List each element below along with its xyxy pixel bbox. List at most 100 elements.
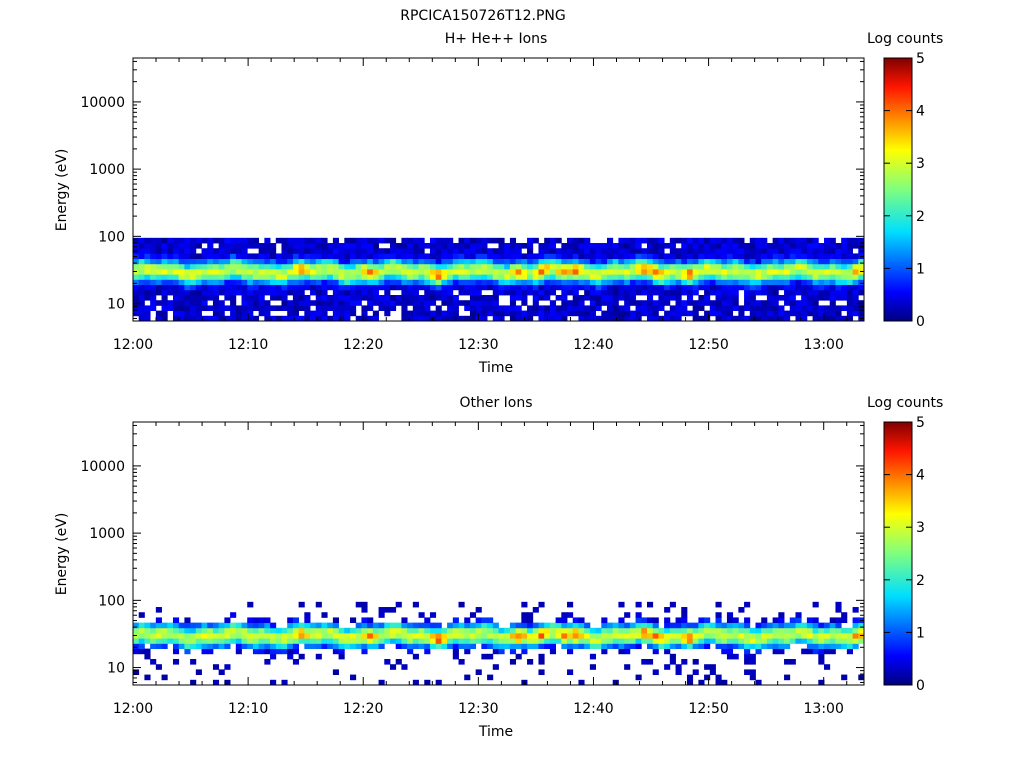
heatmap-cell [350, 300, 357, 306]
heatmap-cell [675, 622, 682, 629]
heatmap-cell [327, 638, 334, 644]
heatmap-cell [795, 310, 802, 317]
heatmap-cell [458, 315, 465, 322]
heatmap-cell [212, 289, 220, 296]
heatmap-cell [315, 653, 322, 660]
heatmap-cell [527, 305, 534, 312]
heatmap-cell [778, 248, 785, 254]
heatmap-cell [429, 310, 437, 317]
heatmap-cell [589, 638, 596, 644]
heatmap-cell [646, 627, 654, 634]
heatmap-cell [207, 237, 214, 244]
heatmap-cell [504, 274, 511, 280]
heatmap-cell [532, 310, 539, 317]
heatmap-cell [641, 289, 648, 296]
heatmap-cell [218, 305, 225, 312]
heatmap-cell [549, 253, 557, 260]
heatmap-cell [806, 295, 813, 301]
heatmap-cell [355, 248, 362, 254]
heatmap-cell [384, 638, 391, 644]
heatmap-cell [595, 627, 602, 634]
heatmap-cell [435, 253, 442, 260]
heatmap-cell [532, 305, 539, 312]
heatmap-cell [715, 633, 722, 639]
heatmap-cell [681, 237, 688, 244]
heatmap-cell [755, 622, 762, 629]
heatmap-cell [704, 295, 711, 301]
heatmap-cell [806, 300, 813, 306]
heatmap-cell [429, 279, 437, 286]
heatmap-cell [327, 315, 334, 322]
heatmap-cell [549, 274, 557, 280]
heatmap-cell [772, 274, 779, 280]
heatmap-cell [270, 253, 277, 260]
heatmap-cell [235, 279, 242, 286]
heatmap-cell [172, 627, 180, 634]
heatmap-cell [492, 258, 499, 265]
heatmap-cell [264, 248, 271, 254]
heatmap-cell [738, 633, 745, 639]
heatmap-cell [675, 664, 682, 670]
heatmap-cell [561, 243, 568, 249]
heatmap-cell [681, 258, 688, 265]
heatmap-cell [584, 315, 591, 322]
heatmap-cell [487, 295, 494, 301]
heatmap-cell [292, 289, 300, 296]
heatmap-cell [527, 627, 534, 634]
heatmap-cell [715, 627, 722, 634]
heatmap-cell [744, 289, 751, 296]
heatmap-cell [481, 274, 488, 280]
heatmap-cell [412, 310, 419, 317]
heatmap-cell [361, 633, 368, 639]
heatmap-cell [407, 643, 414, 650]
heatmap-cell [641, 633, 648, 639]
heatmap-cell [595, 258, 602, 265]
heatmap-cell [247, 274, 254, 280]
heatmap-cell [646, 258, 654, 265]
heatmap-cell [292, 295, 300, 301]
heatmap-cell [595, 263, 602, 270]
heatmap-cell [635, 643, 642, 650]
heatmap-cell [595, 300, 602, 306]
heatmap-cell [715, 237, 722, 244]
heatmap-cell [458, 248, 465, 254]
heatmap-cell [447, 237, 454, 244]
heatmap-cell [355, 601, 362, 608]
heatmap-cell [549, 237, 557, 244]
heatmap-cell [424, 648, 431, 655]
heatmap-cell [218, 263, 225, 270]
heatmap-cell [298, 263, 305, 270]
heatmap-cell [812, 243, 819, 249]
heatmap-cell [150, 659, 157, 665]
heatmap-cell [784, 269, 791, 275]
heatmap-cell [218, 289, 225, 296]
heatmap-cell [698, 263, 705, 270]
heatmap-cell [447, 258, 454, 265]
heatmap-cell [772, 248, 779, 254]
heatmap-cell [367, 258, 374, 265]
heatmap-cell [190, 300, 197, 306]
heatmap-cell [561, 612, 568, 618]
heatmap-cell [778, 295, 785, 301]
heatmap-cell [669, 643, 676, 650]
heatmap-cell [778, 258, 785, 265]
heatmap-cell [492, 622, 499, 629]
heatmap-cell [372, 269, 379, 275]
heatmap-cell [407, 258, 414, 265]
heatmap-cell [578, 679, 585, 686]
heatmap-cell [561, 643, 568, 650]
heatmap-cell [264, 269, 271, 275]
heatmap-cell [806, 289, 813, 296]
heatmap-cell [424, 633, 431, 639]
heatmap-cell [818, 659, 825, 665]
heatmap-cell [310, 633, 317, 639]
heatmap-cell [424, 279, 431, 286]
heatmap-cell [350, 274, 357, 280]
heatmap-cell [201, 638, 208, 644]
heatmap-cell [624, 258, 631, 265]
heatmap-cell [212, 305, 220, 312]
heatmap-cell [646, 643, 654, 650]
heatmap-cell [635, 612, 642, 618]
heatmap-cell [355, 237, 362, 244]
heatmap-cell [572, 622, 579, 629]
